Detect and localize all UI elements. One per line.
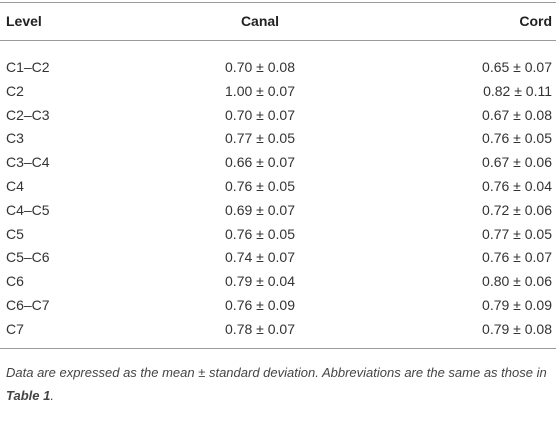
table-cell: 0.77 ± 0.05	[225, 130, 295, 147]
table-cell: 0.70 ± 0.07	[225, 106, 295, 123]
table-cell: C4–C5	[6, 201, 50, 218]
table-cell: 0.80 ± 0.06	[482, 273, 552, 290]
table-cell: 0.76 ± 0.05	[225, 225, 295, 242]
table-cell: 0.67 ± 0.08	[482, 106, 552, 123]
table-cell: 0.82 ± 0.11	[483, 82, 552, 99]
header-cell: Level	[6, 13, 42, 29]
bottom-rule	[0, 348, 556, 349]
table-cell: 0.79 ± 0.08	[482, 320, 552, 337]
table-cell: 0.77 ± 0.05	[482, 225, 552, 242]
table-cell: 0.76 ± 0.04	[482, 178, 552, 194]
table-cell: C5	[6, 225, 24, 242]
table-cell: C2–C3	[6, 106, 50, 123]
table-cell: 0.70 ± 0.08	[225, 59, 295, 75]
footnote-end: .	[50, 388, 54, 403]
table-cell: 0.76 ± 0.05	[482, 130, 552, 147]
table-cell: C1–C2	[6, 59, 50, 75]
table-cell: C5–C6	[6, 249, 50, 266]
table-cell: 0.66 ± 0.07	[225, 154, 295, 171]
table-cell: C6–C7	[6, 297, 50, 313]
top-rule	[0, 2, 556, 3]
table-cell: C4	[6, 178, 24, 194]
footnote-ref: Table 1	[6, 388, 51, 403]
table-cell: 0.69 ± 0.07	[225, 201, 295, 218]
table-cell: 1.00 ± 0.07	[225, 82, 295, 99]
table-cell: C3–C4	[6, 154, 50, 171]
table-cell: C2	[6, 82, 24, 99]
table-cell: C7	[6, 320, 24, 337]
header-cell: Cord	[519, 13, 552, 29]
table-cell: C3	[6, 130, 24, 147]
footnote-text: Data are expressed as the mean ± standar…	[6, 365, 547, 380]
table-cell: 0.72 ± 0.06	[482, 201, 552, 218]
table-cell: 0.67 ± 0.06	[482, 154, 552, 171]
table-cell: 0.74 ± 0.07	[225, 249, 295, 266]
table-cell: 0.65 ± 0.07	[482, 59, 552, 75]
table-cell: 0.78 ± 0.07	[225, 320, 295, 337]
table-cell: C6	[6, 273, 24, 290]
table-cell: 0.79 ± 0.04	[225, 273, 295, 290]
header-cell: Canal	[240, 13, 280, 29]
table-cell: 0.76 ± 0.07	[482, 249, 552, 266]
footnote: Data are expressed as the mean ± standar…	[6, 361, 551, 407]
table-cell: 0.76 ± 0.05	[225, 178, 295, 194]
table-cell: 0.76 ± 0.09	[225, 297, 295, 313]
table-cell: 0.79 ± 0.09	[482, 297, 552, 313]
header-rule	[0, 40, 556, 41]
